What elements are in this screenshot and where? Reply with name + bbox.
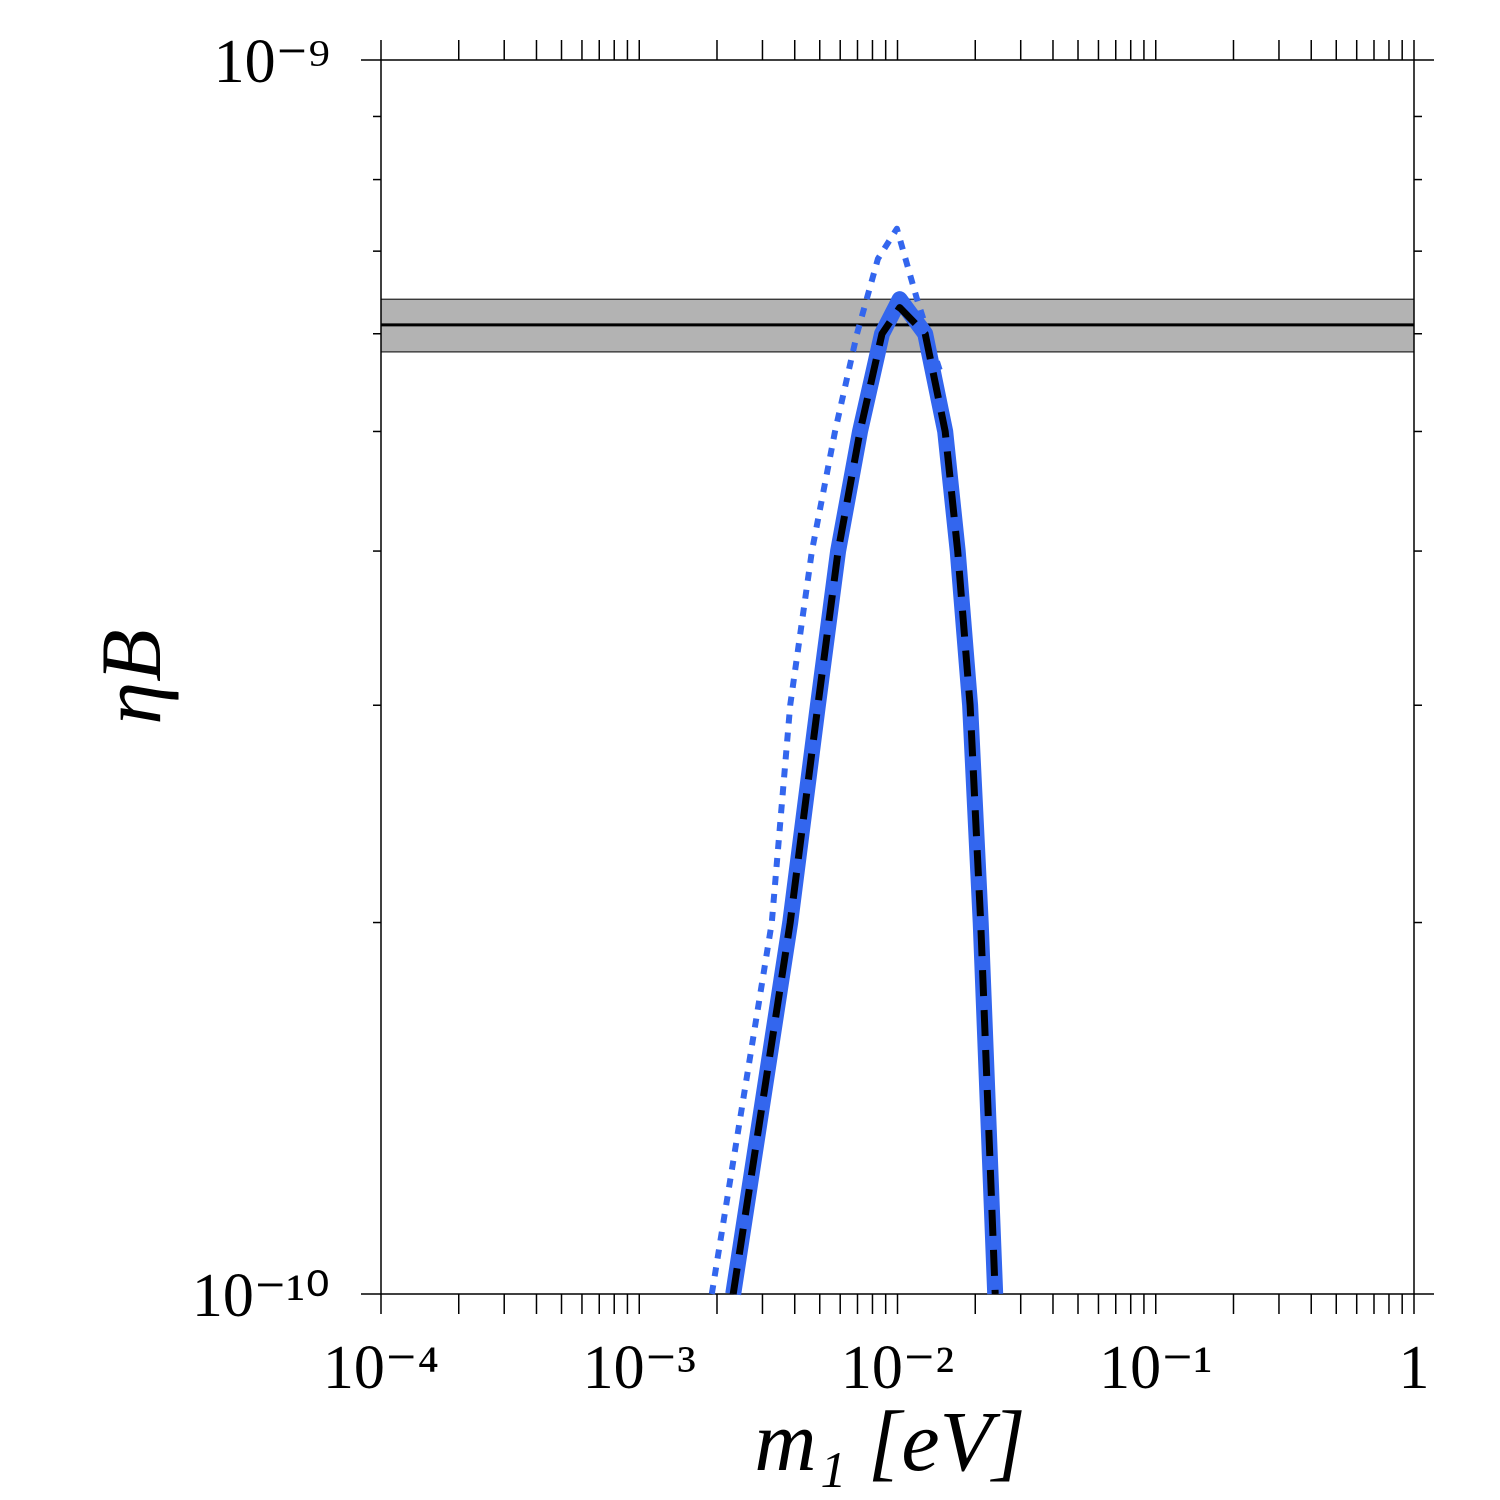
x-tick-label: 10⁻²: [841, 1334, 954, 1402]
x-tick-label: 1: [1399, 1334, 1430, 1402]
y-tick-label: 10⁻¹⁰: [192, 1262, 330, 1330]
plot-frame: [380, 59, 1415, 1295]
y-axis-label: ηB: [83, 629, 179, 724]
x-tick-label: 10⁻¹: [1099, 1334, 1212, 1402]
x-tick-label: 10⁻³: [583, 1334, 696, 1402]
data-line: [725, 291, 1004, 1296]
x-tick-label: 10⁻⁴: [323, 1334, 439, 1402]
x-axis-label: m₁ [eV]: [754, 1393, 1025, 1489]
data-line: [708, 225, 943, 1295]
y-tick-label: 10⁻⁹: [214, 28, 330, 96]
data-line: [729, 304, 999, 1295]
